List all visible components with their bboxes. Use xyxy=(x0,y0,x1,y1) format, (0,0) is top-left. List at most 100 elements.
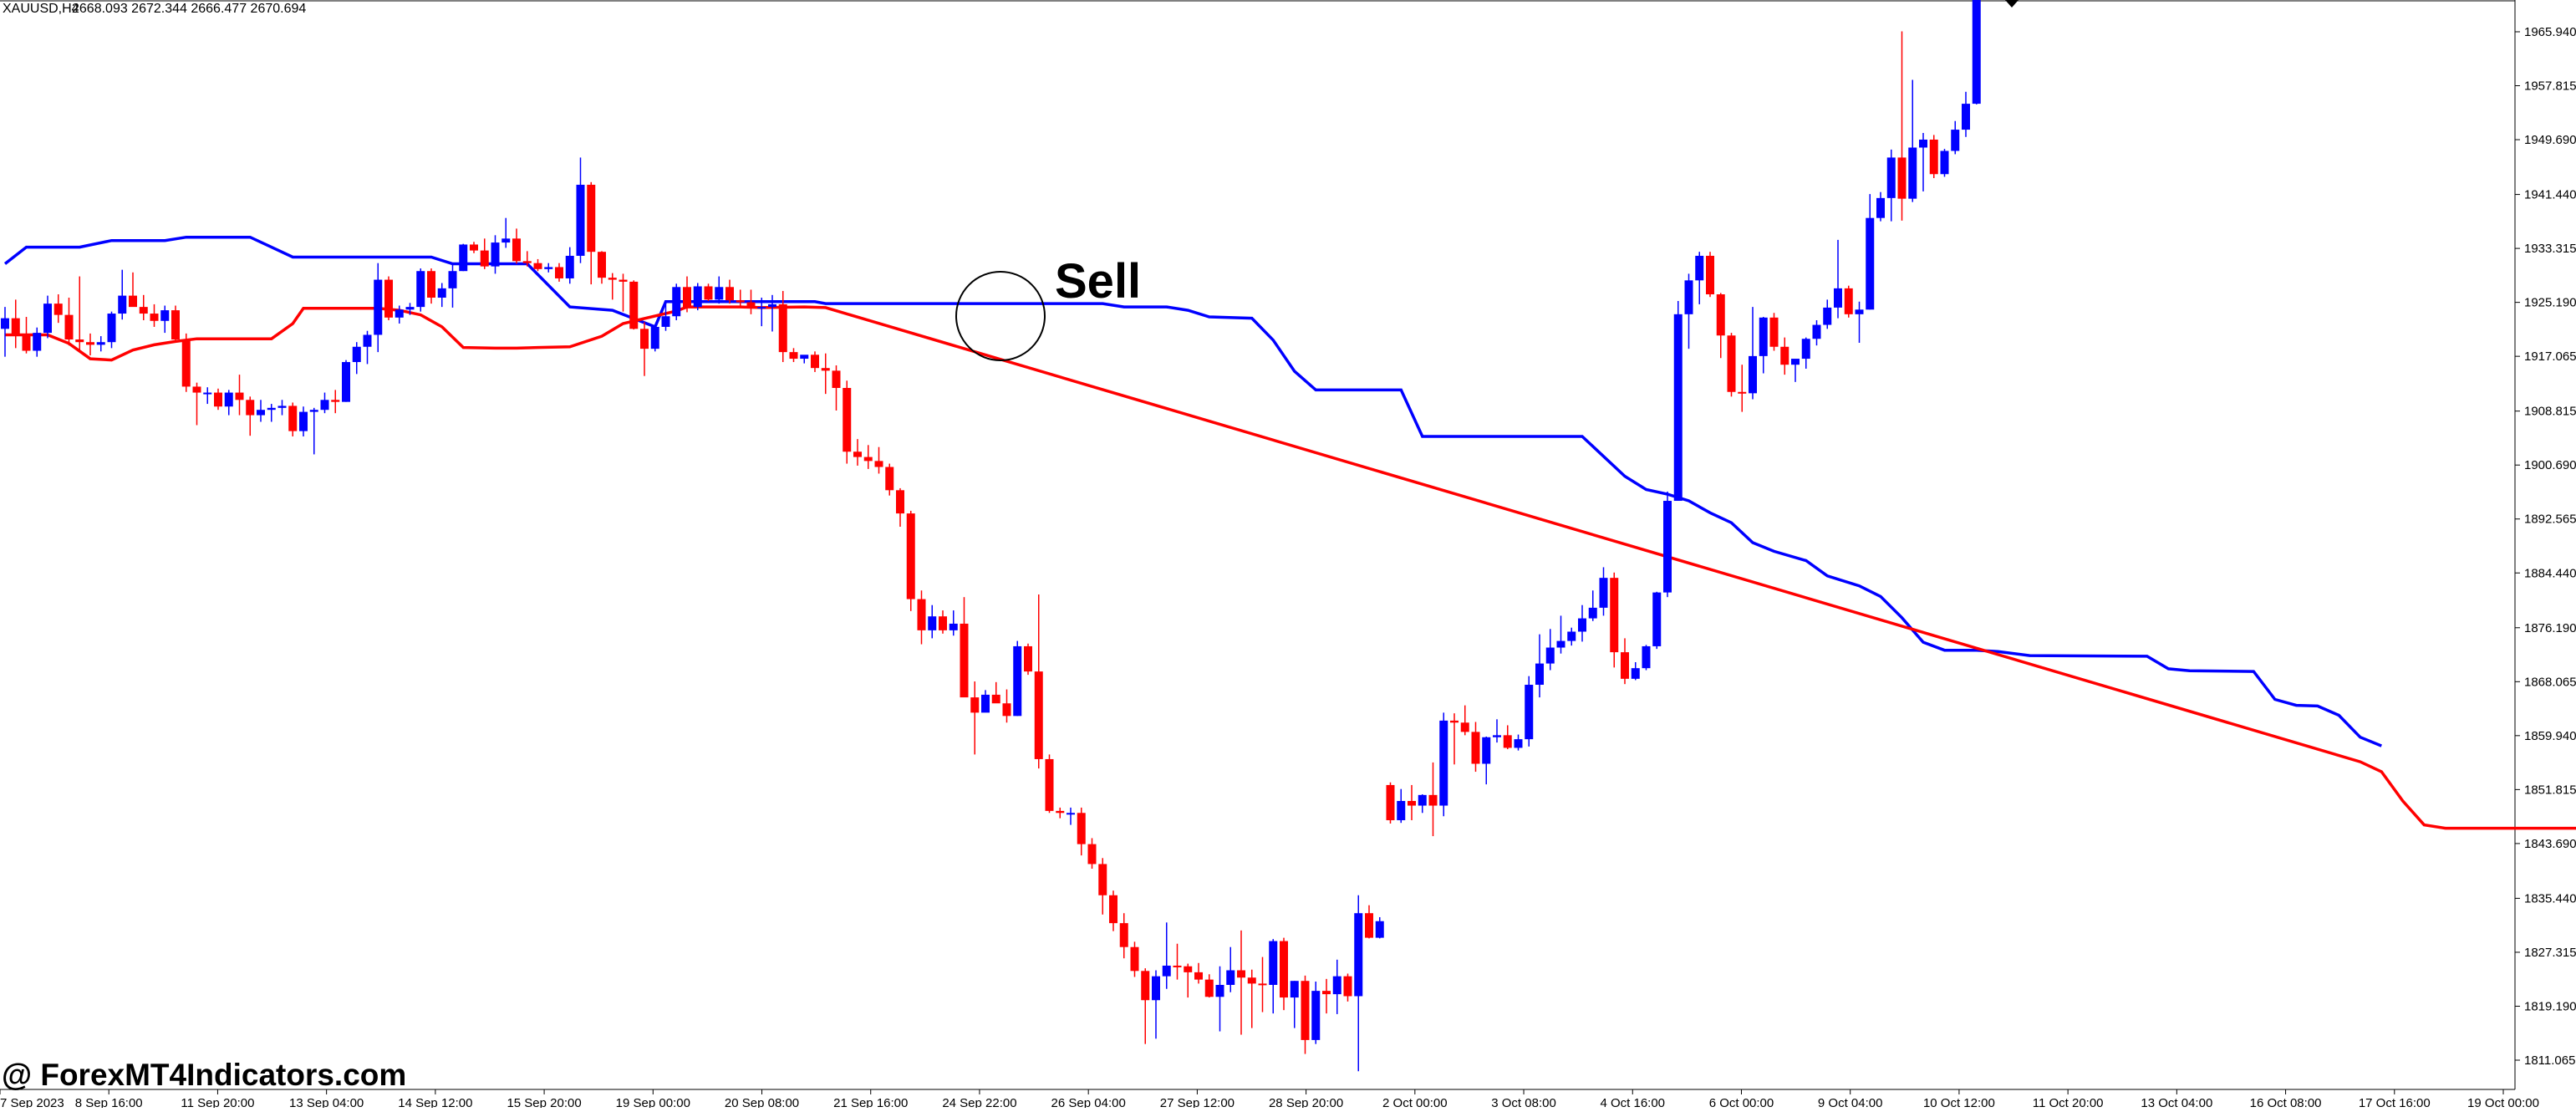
candle xyxy=(86,333,94,356)
candle-body xyxy=(1077,813,1086,844)
candle xyxy=(1077,807,1086,856)
candle-body xyxy=(181,339,191,387)
x-tick-label: 8 Sep 16:00 xyxy=(75,1096,143,1108)
candle-body xyxy=(1855,309,1864,314)
candle-body xyxy=(480,250,489,267)
candle xyxy=(1716,293,1725,359)
candle xyxy=(1034,594,1043,769)
x-tick-label: 14 Sep 12:00 xyxy=(398,1096,472,1108)
candle-body xyxy=(1578,618,1586,632)
candle xyxy=(1067,807,1075,825)
candle xyxy=(1695,252,1704,304)
candle-body xyxy=(1940,150,1949,175)
x-tick-label: 13 Oct 04:00 xyxy=(2141,1096,2212,1108)
candle xyxy=(896,487,904,527)
candle xyxy=(533,258,542,272)
candle-body xyxy=(736,300,745,303)
candle xyxy=(778,291,787,363)
scroll-marker-icon[interactable] xyxy=(2005,0,2019,8)
y-tick-label: 1819.190 xyxy=(2524,999,2576,1013)
x-tick-label: 24 Sep 22:00 xyxy=(942,1096,1016,1108)
candle-body xyxy=(1280,941,1288,998)
candle xyxy=(1237,930,1245,1035)
candle xyxy=(1290,981,1299,1028)
candle xyxy=(75,276,84,350)
candle xyxy=(1525,676,1534,747)
candle xyxy=(1493,719,1501,743)
candle-body xyxy=(1365,913,1373,938)
candle xyxy=(374,263,383,353)
candle-body xyxy=(309,410,318,412)
candle xyxy=(1886,149,1896,222)
candle xyxy=(1184,963,1193,998)
candle xyxy=(1428,762,1438,837)
candle-body xyxy=(1727,335,1736,392)
candle-body xyxy=(1067,813,1075,815)
candle xyxy=(715,276,724,304)
candle xyxy=(970,681,980,755)
candle xyxy=(1897,31,1907,221)
candle-body xyxy=(1375,921,1384,938)
candle-body xyxy=(1002,703,1011,717)
candle-body xyxy=(75,339,84,343)
candle xyxy=(1929,135,1938,179)
candle-body xyxy=(448,271,457,288)
candle-body xyxy=(1684,280,1693,314)
x-tick-label: 20 Sep 08:00 xyxy=(725,1096,799,1108)
candle-body xyxy=(885,467,894,491)
y-tick-label: 1851.815 xyxy=(2524,783,2576,797)
candle-body xyxy=(1738,391,1747,394)
x-tick-label: 9 Oct 04:00 xyxy=(1818,1096,1883,1108)
candle-body xyxy=(693,286,702,308)
candle-body xyxy=(1034,671,1043,759)
candle-body xyxy=(1237,970,1245,978)
candle-body xyxy=(1450,720,1459,723)
candle-body xyxy=(203,392,212,395)
candle-body xyxy=(863,457,873,462)
candle xyxy=(427,268,435,304)
x-tick-label: 16 Oct 08:00 xyxy=(2250,1096,2322,1108)
candle-body xyxy=(1482,737,1491,764)
candle xyxy=(1834,239,1842,319)
candle-body xyxy=(363,334,372,347)
candle xyxy=(1940,149,1949,177)
candle-body xyxy=(939,616,947,630)
candle xyxy=(757,297,766,327)
candle-body xyxy=(533,263,542,269)
candle xyxy=(299,406,308,436)
x-tick-label: 19 Oct 00:00 xyxy=(2467,1096,2539,1108)
candle xyxy=(1962,91,1970,137)
candle xyxy=(352,342,361,375)
candle-body xyxy=(1556,640,1565,648)
candle xyxy=(811,351,819,372)
candle-body xyxy=(1545,647,1555,664)
y-tick-label: 1859.940 xyxy=(2524,729,2576,743)
candle xyxy=(565,247,574,284)
y-tick-label: 1835.440 xyxy=(2524,891,2576,905)
candle-body xyxy=(1780,346,1789,365)
candle-body xyxy=(1706,255,1714,295)
candle xyxy=(981,690,990,713)
candle-body xyxy=(257,410,265,416)
candle-body xyxy=(1823,307,1832,325)
candle xyxy=(1663,491,1672,598)
candle xyxy=(1109,890,1117,931)
candle-body xyxy=(277,406,287,408)
candle xyxy=(608,273,617,300)
candle-body xyxy=(1599,578,1608,608)
y-tick-label: 1933.315 xyxy=(2524,242,2576,256)
candle xyxy=(1876,191,1885,222)
candle-body xyxy=(608,278,617,280)
symbol-label: XAUUSD,H4 xyxy=(3,2,79,16)
candle xyxy=(1247,969,1256,1028)
candle xyxy=(1322,978,1331,1014)
candle-body xyxy=(235,392,244,400)
candle-body xyxy=(704,286,713,300)
ohlc-readout: 2668.093 2672.344 2666.477 2670.694 xyxy=(72,2,306,16)
y-tick-label: 1925.190 xyxy=(2524,296,2576,310)
candle xyxy=(693,283,702,311)
candle-body xyxy=(1673,314,1683,502)
candle xyxy=(683,276,691,313)
